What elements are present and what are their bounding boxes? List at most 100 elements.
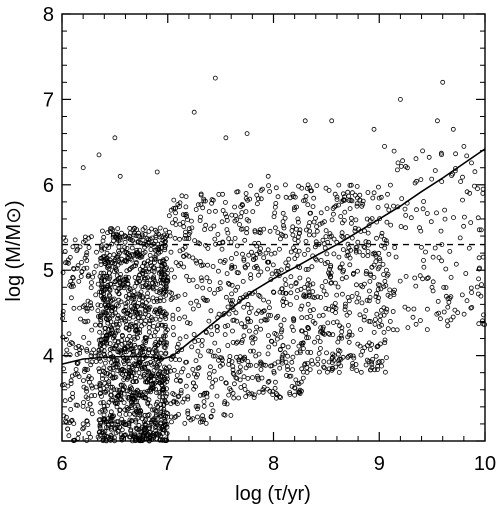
data-point	[338, 214, 344, 219]
data-point	[211, 290, 217, 296]
data-point	[183, 252, 189, 258]
data-point	[250, 375, 255, 381]
data-point	[476, 276, 482, 282]
data-point	[210, 264, 216, 269]
data-point	[258, 318, 264, 324]
data-point	[305, 247, 311, 253]
data-point	[173, 413, 179, 419]
data-point	[117, 315, 123, 321]
data-point	[104, 265, 110, 271]
data-point	[355, 341, 361, 347]
data-point	[85, 376, 91, 382]
data-point	[243, 265, 248, 271]
data-point	[69, 295, 74, 301]
data-point	[101, 403, 107, 409]
data-point	[377, 216, 383, 222]
data-point	[216, 348, 222, 354]
data-point	[350, 353, 356, 359]
data-point	[143, 308, 149, 314]
data-point	[451, 215, 456, 221]
data-point	[217, 240, 222, 246]
data-point	[70, 275, 76, 281]
data-point	[97, 343, 103, 349]
data-point	[286, 256, 292, 262]
data-point	[405, 325, 411, 331]
data-point	[379, 363, 384, 369]
data-point	[343, 274, 349, 280]
data-point	[246, 328, 252, 334]
data-point	[255, 377, 261, 383]
data-point	[122, 346, 128, 352]
data-point	[302, 251, 307, 257]
data-point	[210, 353, 216, 359]
data-point	[273, 391, 279, 396]
data-point	[350, 363, 356, 369]
data-point	[384, 203, 390, 209]
data-point	[150, 432, 156, 438]
data-point	[464, 298, 470, 304]
data-point	[187, 320, 193, 326]
data-point	[220, 208, 226, 213]
data-point	[134, 310, 140, 316]
data-point	[195, 348, 201, 354]
data-point	[115, 303, 121, 309]
data-point	[136, 230, 141, 236]
data-point	[350, 360, 356, 366]
data-point	[275, 313, 281, 319]
data-point	[269, 363, 275, 369]
data-point	[204, 275, 210, 281]
data-point	[461, 214, 467, 220]
data-point	[363, 268, 369, 274]
data-point	[134, 280, 140, 286]
data-point	[142, 412, 148, 418]
data-point	[157, 437, 163, 443]
data-point	[143, 340, 148, 346]
data-point	[229, 212, 235, 218]
data-point	[96, 417, 102, 423]
data-point	[119, 434, 125, 440]
data-point	[412, 275, 418, 281]
data-point	[122, 233, 128, 239]
y-tick-label: 6	[43, 175, 54, 197]
data-point	[212, 208, 218, 214]
data-point	[229, 264, 235, 270]
data-point	[98, 270, 104, 276]
data-point	[370, 356, 376, 362]
data-point	[464, 153, 470, 159]
data-point	[241, 383, 247, 389]
data-point	[99, 284, 104, 290]
data-point	[269, 271, 275, 277]
data-point	[259, 375, 265, 381]
data-point	[313, 239, 319, 245]
data-point	[354, 368, 360, 373]
data-point	[212, 353, 218, 359]
data-point	[164, 373, 170, 379]
data-point	[71, 266, 77, 272]
data-point	[108, 366, 114, 372]
data-point	[64, 347, 70, 353]
data-point	[63, 352, 69, 358]
data-point	[469, 304, 475, 310]
data-point	[303, 267, 309, 272]
data-point	[288, 249, 294, 255]
data-point	[80, 421, 86, 427]
data-point	[181, 253, 186, 259]
data-point	[355, 195, 360, 201]
data-point	[112, 345, 118, 351]
data-point	[171, 197, 177, 203]
data-point	[123, 325, 129, 331]
data-point	[84, 388, 89, 394]
data-point	[393, 254, 399, 260]
data-point	[439, 258, 445, 264]
data-point	[163, 393, 169, 399]
data-point	[329, 308, 335, 314]
data-point	[257, 230, 263, 236]
data-point	[60, 312, 66, 318]
data-point	[98, 317, 103, 322]
data-point	[147, 425, 152, 431]
data-point	[469, 160, 474, 166]
data-point	[68, 378, 74, 384]
data-point	[210, 380, 216, 385]
data-point	[135, 402, 141, 408]
data-point	[171, 332, 177, 338]
